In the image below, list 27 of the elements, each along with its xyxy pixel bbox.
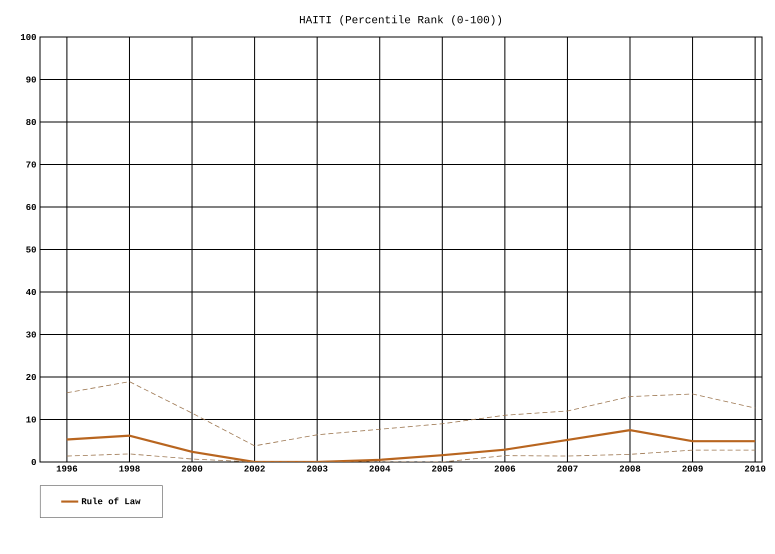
line-series (66, 381, 756, 446)
y-tick-label: 70 (26, 161, 36, 168)
x-tick-label: 2007 (557, 466, 578, 472)
x-tick-label: 2000 (182, 466, 202, 472)
y-tick-label: 40 (26, 288, 36, 296)
x-tick-label: 2008 (620, 466, 640, 472)
y-tick-label: 20 (26, 374, 36, 380)
chart-title: HAITI (Percentile Rank (0-100)) (300, 15, 502, 26)
x-tick-label: 2006 (494, 466, 516, 472)
legend-label: Rule of Law (82, 498, 140, 504)
x-tick-label: 2010 (744, 466, 766, 472)
y-tick-label: 10 (26, 416, 36, 423)
y-tick-label: 60 (26, 204, 36, 210)
x-tick-label: 1998 (119, 466, 140, 472)
x-tick-label: 2009 (682, 466, 703, 472)
x-tick-label: 2004 (370, 466, 390, 472)
x-tick-label: 2003 (306, 466, 328, 472)
y-tick-label: 30 (26, 331, 36, 338)
line-series (66, 429, 756, 462)
y-tick-label: 80 (26, 118, 36, 126)
x-tick-label: 2005 (432, 466, 453, 472)
y-tick-label: 50 (26, 246, 36, 253)
y-tick-label: 0 (32, 458, 36, 466)
y-tick-label: 90 (26, 76, 36, 83)
x-tick-label: 1996 (56, 466, 78, 472)
x-tick-label: 2002 (244, 466, 265, 472)
y-tick-label: 100 (20, 34, 36, 40)
